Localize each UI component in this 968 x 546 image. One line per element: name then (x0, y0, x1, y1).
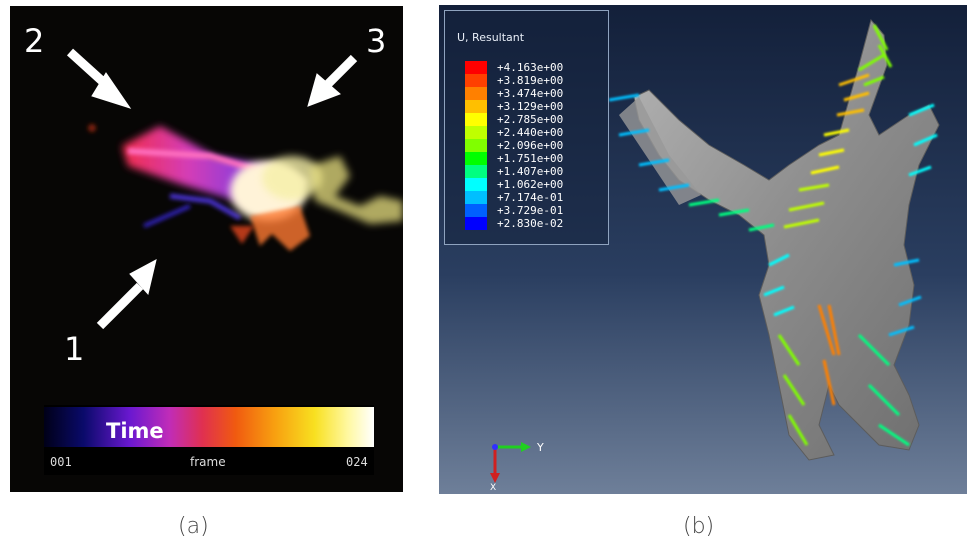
legend-swatch (465, 139, 487, 152)
legend-value: +4.163e+00 (497, 61, 564, 74)
legend-value: +2.096e+00 (497, 139, 564, 152)
legend-entry: +3.819e+00 (465, 74, 605, 87)
axis-x-label: X (490, 483, 497, 493)
caption-a: (a) (178, 514, 209, 539)
displacement-model-image (490, 18, 940, 483)
colorbar-label-end: 024 (346, 455, 368, 469)
arrow-label-1: 1 (64, 330, 85, 368)
axis-triad-icon (490, 442, 531, 483)
legend-value: +3.819e+00 (497, 74, 564, 87)
legend-swatch (465, 74, 487, 87)
legend-entry: +7.174e-01 (465, 191, 605, 204)
legend-swatch (465, 165, 487, 178)
legend-swatch (465, 204, 487, 217)
legend-entry: +1.062e+00 (465, 178, 605, 191)
legend-swatch (465, 217, 487, 230)
legend-entry: +2.785e+00 (465, 113, 605, 126)
legend-swatch (465, 178, 487, 191)
arrow-label-2: 2 (24, 22, 45, 60)
colorbar-title: Time (106, 419, 164, 443)
legend-value: +2.785e+00 (497, 113, 564, 126)
legend-value: +2.440e+00 (497, 126, 564, 139)
arrow-label-3: 3 (366, 22, 387, 60)
colorbar-label-start: 001 (50, 455, 72, 469)
colorbar-gradient (44, 407, 374, 447)
arrow-icons (66, 48, 358, 330)
axis-y-label: Y (537, 441, 544, 454)
legend-value: +1.407e+00 (497, 165, 564, 178)
legend-value: +1.751e+00 (497, 152, 564, 165)
legend-value: +3.474e+00 (497, 87, 564, 100)
caption-b: (b) (683, 514, 715, 539)
legend-entry: +3.729e-01 (465, 204, 605, 217)
legend-entry: +3.474e+00 (465, 87, 605, 100)
legend-value: +7.174e-01 (497, 191, 564, 204)
displacement-legend: U, Resultant +4.163e+00 +3.819e+00 +3.474e… (444, 10, 609, 245)
legend-value: +3.729e-01 (497, 204, 564, 217)
legend-entry: +3.129e+00 (465, 100, 605, 113)
legend-entry: +4.163e+00 (465, 61, 605, 74)
legend-entry: +2.440e+00 (465, 126, 605, 139)
legend-entry: +1.751e+00 (465, 152, 605, 165)
colorbar-label-center: frame (190, 455, 226, 469)
legend-entry: +2.830e-02 (465, 217, 605, 230)
legend-value: +3.129e+00 (497, 100, 564, 113)
legend-swatch (465, 152, 487, 165)
panel-b-image: U, Resultant +4.163e+00 +3.819e+00 +3.474e… (439, 5, 967, 494)
legend-entry: +2.096e+00 (465, 139, 605, 152)
panel-a-image: 2 3 1 Time 001 frame 024 (10, 6, 403, 492)
legend-swatch (465, 100, 487, 113)
time-colorbar: Time 001 frame 024 (44, 405, 374, 475)
legend-swatch (465, 126, 487, 139)
legend-entry: +1.407e+00 (465, 165, 605, 178)
legend-value: +2.830e-02 (497, 217, 564, 230)
legend-swatch (465, 113, 487, 126)
legend-value: +1.062e+00 (497, 178, 564, 191)
cell-trajectory-image (66, 48, 403, 330)
legend-swatch (465, 87, 487, 100)
legend-swatch (465, 191, 487, 204)
legend-swatch (465, 61, 487, 74)
legend-title: U, Resultant (457, 31, 525, 44)
